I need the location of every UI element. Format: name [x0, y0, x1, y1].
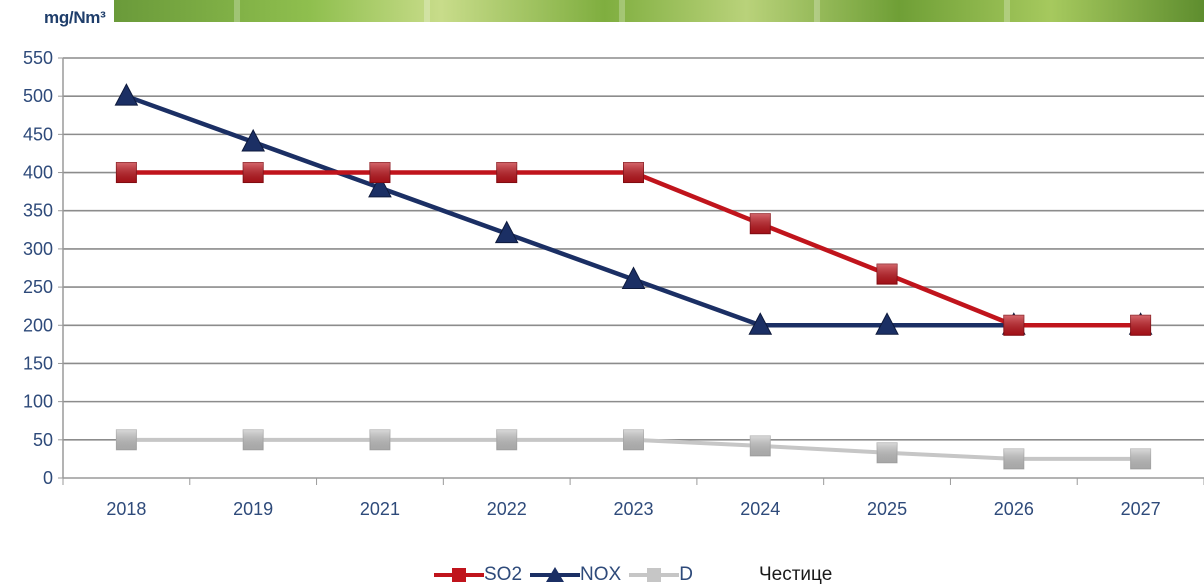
legend-swatch-so2 [434, 568, 484, 582]
y-tick-label: 550 [23, 48, 53, 68]
data-point-shade [1130, 448, 1151, 469]
y-axis-unit-label: mg/Nm³ [44, 8, 106, 27]
legend-swatch-d [629, 568, 680, 582]
series-d [115, 429, 1152, 470]
y-tick-label: 450 [23, 124, 53, 144]
data-point-shade [243, 162, 264, 183]
data-point-shade [496, 429, 517, 450]
y-tick-label: 250 [23, 277, 53, 297]
y-tick-label: 300 [23, 239, 53, 259]
y-tick-label: 500 [23, 86, 53, 106]
data-point-shade [877, 264, 898, 285]
legend-label-nox: NOX [580, 564, 622, 585]
x-tick-label: 2019 [233, 499, 273, 519]
legend-extra-label: Честице [757, 562, 839, 588]
y-tick-label: 50 [33, 430, 53, 450]
x-tick-label: 2025 [867, 499, 907, 519]
data-point-shade [243, 429, 264, 450]
legend-item-d: D [625, 564, 693, 586]
data-point-shade [116, 162, 137, 183]
series-so2 [115, 162, 1152, 336]
green-banner-image [114, 0, 1204, 22]
legend-label-so2: SO2 [484, 564, 523, 585]
data-point-shade [623, 429, 644, 450]
data-point-nox [114, 83, 139, 106]
y-tick-label: 200 [23, 315, 53, 335]
data-point-nox [368, 174, 392, 198]
y-tick-label: 350 [23, 201, 53, 221]
x-tick-label: 2026 [994, 499, 1034, 519]
legend-swatch-nox [530, 567, 581, 582]
legend-label-d: D [679, 564, 693, 585]
x-tick-label: 2022 [487, 499, 527, 519]
data-point-shade [750, 213, 771, 234]
data-point-shade [877, 442, 898, 463]
data-point-shade [1003, 448, 1024, 469]
y-tick-label: 100 [23, 392, 53, 412]
x-tick-label: 2021 [360, 499, 400, 519]
data-point-shade [496, 162, 517, 183]
chart-legend: SO2 NOX D [430, 562, 697, 588]
data-point-shade [369, 429, 390, 450]
data-point-shade [369, 162, 390, 183]
data-point-shade [750, 435, 771, 456]
legend-item-so2: SO2 [430, 564, 522, 586]
line-chart: 0 50 100 150 200 250 300 350 400 450 500 550 2018 201… [23, 48, 1204, 519]
data-point-shade [116, 429, 137, 450]
data-point-nox [748, 312, 773, 335]
data-point-nox [875, 312, 899, 335]
x-tick-label: 2027 [1121, 499, 1161, 519]
y-tick-label: 150 [23, 353, 53, 373]
x-tick-label: 2018 [106, 499, 146, 519]
x-tick-label: 2023 [613, 499, 653, 519]
data-point-nox [494, 220, 519, 244]
y-tick-label: 400 [23, 163, 53, 183]
y-tick-label: 0 [43, 468, 53, 488]
legend-item-nox: NOX [526, 564, 621, 586]
data-point-nox [241, 128, 265, 152]
data-point-nox [621, 266, 646, 289]
data-point-shade [1003, 315, 1024, 336]
series-nox [114, 83, 1153, 335]
x-tick-label: 2024 [740, 499, 780, 519]
data-point-shade [1130, 315, 1151, 336]
data-point-shade [623, 162, 644, 183]
